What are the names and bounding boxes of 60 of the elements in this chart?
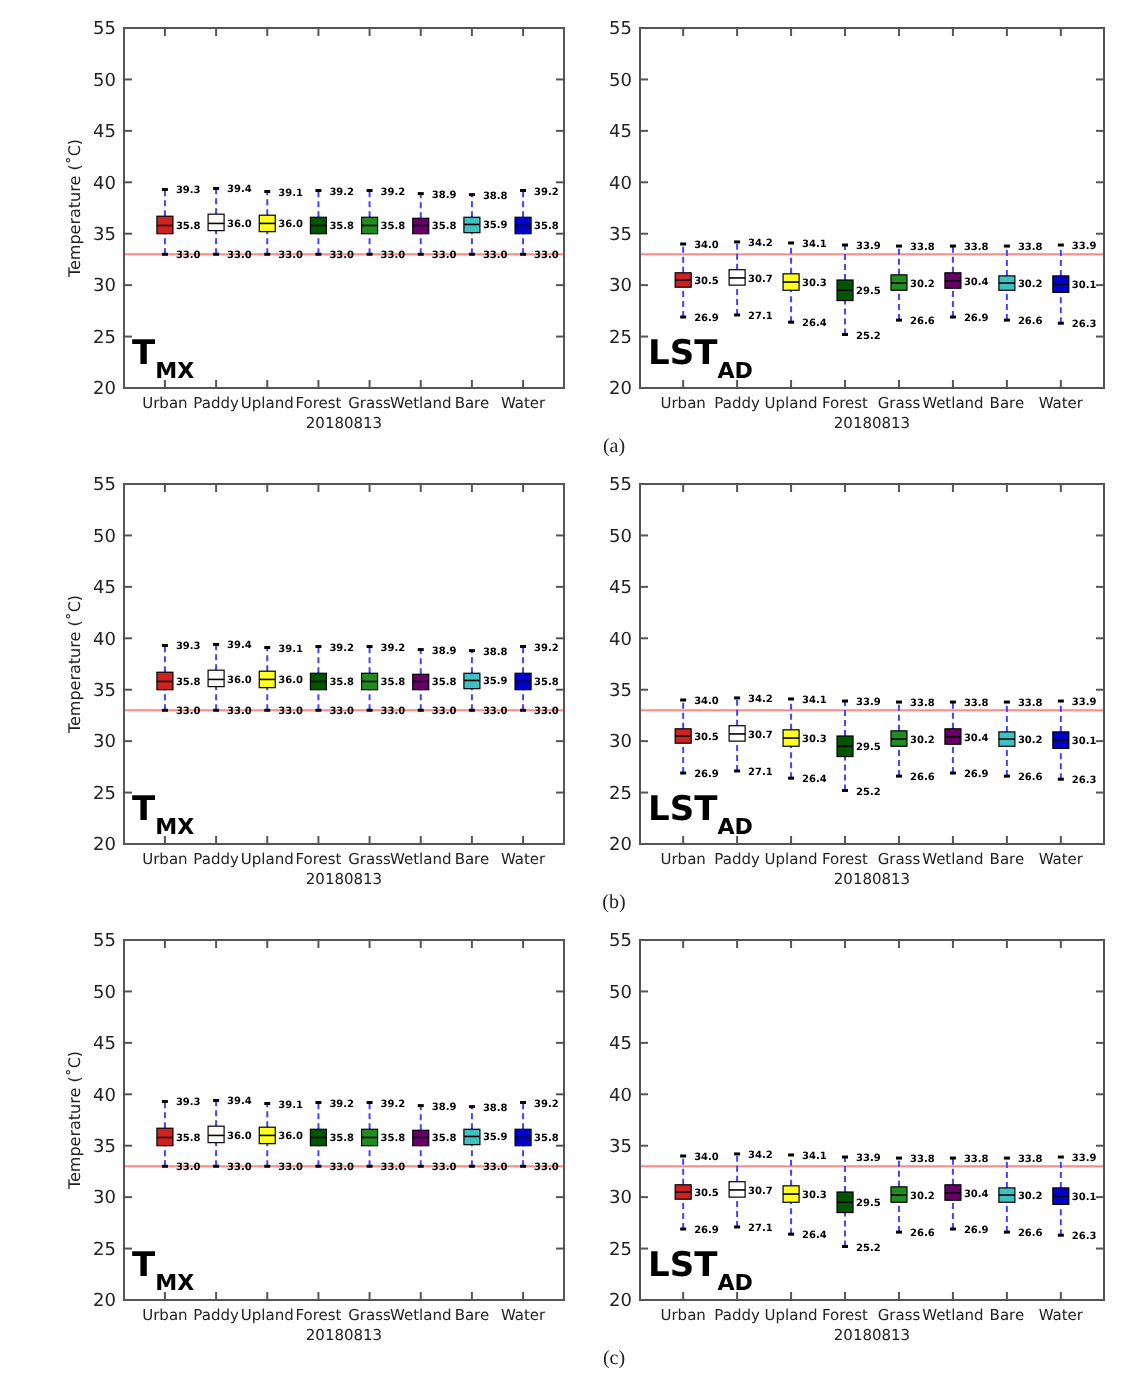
- y-tick-label: 30: [609, 733, 633, 754]
- y-tick-label: 55: [609, 20, 632, 41]
- y-tick-label: 40: [93, 1086, 117, 1107]
- y-tick-label: 45: [93, 1035, 116, 1056]
- y-tick-label: 55: [93, 932, 116, 953]
- y-tick-label: 30: [93, 733, 117, 754]
- annotation: T$_{MX}$: [132, 790, 196, 839]
- y-tick-label: 45: [609, 123, 632, 144]
- y-tick-label: 55: [93, 20, 116, 41]
- y-tick-label: 50: [609, 71, 633, 92]
- y-tick-label: 45: [609, 579, 632, 600]
- y-tick-label: 25: [93, 328, 116, 349]
- annotation: LST$_{AD}$: [648, 1246, 753, 1295]
- y-tick-label: 20: [93, 836, 117, 857]
- y-tick-label: 35: [609, 226, 632, 247]
- text: (a): [602, 436, 626, 458]
- y-tick-label: 35: [609, 682, 632, 703]
- y-tick-label: 30: [93, 1189, 117, 1210]
- y-tick-label: 40: [609, 1086, 633, 1107]
- y-axis-title: Temperature (˚C): [64, 1050, 84, 1192]
- y-tick-label: 25: [93, 1240, 116, 1261]
- y-tick-label: 50: [93, 983, 117, 1004]
- y-tick-label: 20: [609, 1292, 633, 1313]
- y-tick-label: 20: [609, 380, 633, 401]
- y-tick-label: 25: [609, 1240, 632, 1261]
- y-tick-label: 35: [93, 682, 116, 703]
- annotation: LST$_{AD}$: [648, 334, 753, 383]
- y-tick-label: 25: [609, 328, 632, 349]
- text: (b): [602, 892, 626, 914]
- y-axis-title: Temperature (˚C): [64, 138, 84, 280]
- y-tick-label: 45: [93, 579, 116, 600]
- text: (c): [602, 1348, 626, 1370]
- y-tick-label: 30: [609, 1189, 633, 1210]
- y-tick-label: 40: [93, 630, 117, 651]
- y-tick-label: 25: [609, 784, 632, 805]
- annotation: T$_{MX}$: [132, 334, 196, 383]
- y-tick-label: 50: [609, 527, 633, 548]
- y-tick-label: 30: [93, 277, 117, 298]
- y-tick-label: 55: [609, 932, 632, 953]
- y-tick-label: 40: [609, 630, 633, 651]
- y-tick-label: 55: [609, 476, 632, 497]
- y-tick-label: 20: [93, 1292, 117, 1313]
- y-tick-label: 35: [609, 1138, 632, 1159]
- y-tick-label: 30: [609, 277, 633, 298]
- y-tick-label: 50: [609, 983, 633, 1004]
- y-tick-label: 20: [93, 380, 117, 401]
- y-axis-title: Temperature (˚C): [64, 594, 84, 736]
- y-tick-label: 50: [93, 71, 117, 92]
- y-tick-label: 25: [93, 784, 116, 805]
- y-tick-label: 35: [93, 226, 116, 247]
- y-tick-label: 45: [93, 123, 116, 144]
- annotation: T$_{MX}$: [132, 1246, 196, 1295]
- y-tick-label: 45: [609, 1035, 632, 1056]
- y-tick-label: 40: [93, 174, 117, 195]
- annotation: LST$_{AD}$: [648, 790, 753, 839]
- y-tick-label: 50: [93, 527, 117, 548]
- y-tick-label: 20: [609, 836, 633, 857]
- y-tick-label: 35: [93, 1138, 116, 1159]
- y-tick-label: 40: [609, 174, 633, 195]
- y-tick-label: 55: [93, 476, 116, 497]
